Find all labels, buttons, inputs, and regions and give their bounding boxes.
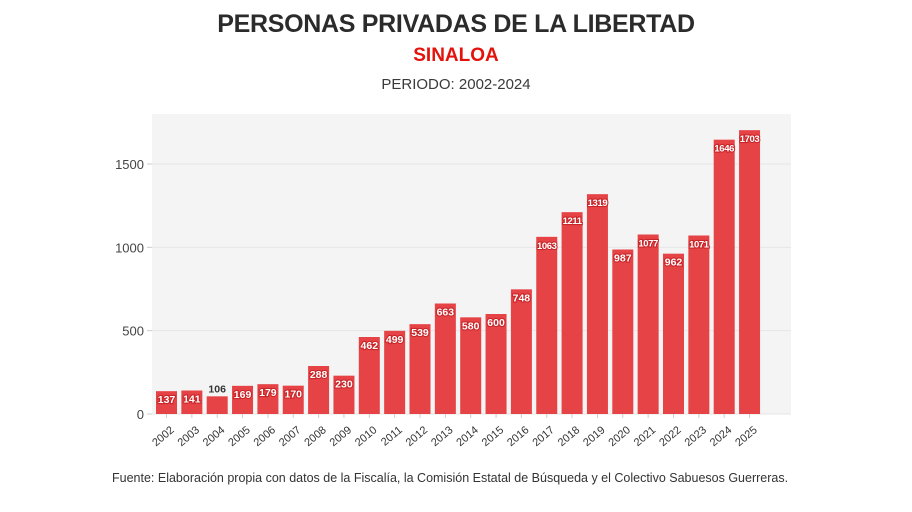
data-label: 230	[335, 379, 353, 391]
x-tick-label: 2012	[404, 424, 430, 449]
data-label: 1703	[740, 134, 760, 145]
bar-2014	[460, 317, 482, 414]
source-note: Fuente: Elaboración propia con datos de …	[112, 471, 789, 485]
y-tick-label: 500	[122, 324, 144, 339]
data-label: 1063	[537, 241, 557, 252]
x-tick-label: 2011	[379, 424, 405, 448]
bar-2019	[586, 194, 608, 414]
bar-chart: 0 500 1000 1500 2002 137 2003 141 2004 106 2005 169…	[115, 114, 791, 449]
data-label: 462	[361, 340, 379, 352]
y-tick-label: 1000	[115, 240, 144, 255]
x-tick-label: 2016	[505, 424, 531, 449]
x-tick-label: 2023	[683, 424, 709, 449]
bar-2021	[637, 234, 659, 414]
data-label: 987	[614, 253, 632, 265]
bar-2022	[663, 253, 684, 414]
data-label: 962	[665, 257, 683, 269]
chart-subtitle: SINALOA	[413, 45, 499, 66]
x-tick-label: 2005	[226, 424, 252, 449]
x-tick-label: 2007	[277, 424, 303, 449]
x-tick-label: 2015	[480, 424, 506, 449]
bar-2002	[156, 391, 177, 414]
data-label: 748	[513, 292, 531, 304]
bar-2013	[434, 303, 456, 414]
x-tick-label: 2019	[581, 424, 607, 449]
bar-2025	[739, 130, 761, 414]
x-tick-label: 2004	[201, 424, 227, 449]
x-tick-label: 2006	[252, 424, 278, 449]
data-label: 141	[183, 394, 201, 406]
bar-2017	[536, 236, 558, 414]
data-label: 580	[462, 320, 480, 332]
chart-period: PERIODO: 2002-2024	[381, 76, 531, 93]
x-tick-label: 2002	[150, 424, 176, 449]
bar-2003	[181, 390, 203, 414]
y-tick-label: 0	[137, 407, 144, 422]
x-tick-label: 2022	[657, 424, 683, 449]
data-label: 106	[208, 383, 226, 395]
bar-2011	[384, 330, 406, 414]
data-label: 288	[310, 369, 328, 381]
x-tick-label: 2024	[708, 424, 734, 449]
data-label: 1071	[689, 240, 710, 251]
x-tick-label: 2013	[429, 424, 455, 449]
bar-2024	[713, 139, 735, 414]
x-tick-label: 2018	[556, 424, 582, 449]
x-tick-label: 2020	[607, 424, 633, 449]
bar-2012	[409, 324, 431, 414]
data-label: 539	[411, 327, 429, 339]
data-label: 169	[234, 389, 252, 401]
bar-2018	[561, 212, 583, 414]
data-label: 499	[386, 334, 404, 346]
data-label: 170	[284, 389, 302, 401]
data-label: 1211	[563, 216, 583, 227]
x-tick-label: 2021	[632, 424, 658, 449]
bar-2020	[612, 249, 634, 414]
data-label: 600	[487, 317, 505, 329]
y-tick-label: 1500	[115, 157, 144, 172]
x-tick-label: 2025	[733, 424, 759, 449]
bar-2009	[333, 375, 355, 414]
bar-2006	[257, 384, 279, 414]
bar-2016	[510, 289, 532, 414]
data-label: 663	[437, 307, 455, 319]
x-tick-label: 2010	[353, 424, 379, 449]
data-label: 1319	[588, 198, 608, 209]
bar-2008	[308, 366, 330, 414]
x-tick-label: 2017	[530, 424, 556, 449]
bar-2004	[206, 396, 228, 414]
bar-2007	[282, 385, 304, 414]
data-label: 137	[158, 394, 176, 406]
bar-2010	[358, 337, 380, 414]
data-label: 1077	[638, 239, 658, 250]
data-label: 179	[259, 387, 277, 399]
bar-2023	[688, 235, 710, 414]
x-tick-label: 2014	[454, 424, 480, 449]
data-label: 1646	[714, 144, 734, 155]
x-tick-label: 2003	[176, 424, 202, 449]
x-tick-label: 2008	[302, 424, 328, 449]
bar-2015	[485, 314, 507, 414]
x-tick-label: 2009	[328, 424, 354, 449]
chart-title: PERSONAS PRIVADAS DE LA LIBERTAD	[217, 10, 695, 38]
bar-2005	[232, 385, 254, 414]
